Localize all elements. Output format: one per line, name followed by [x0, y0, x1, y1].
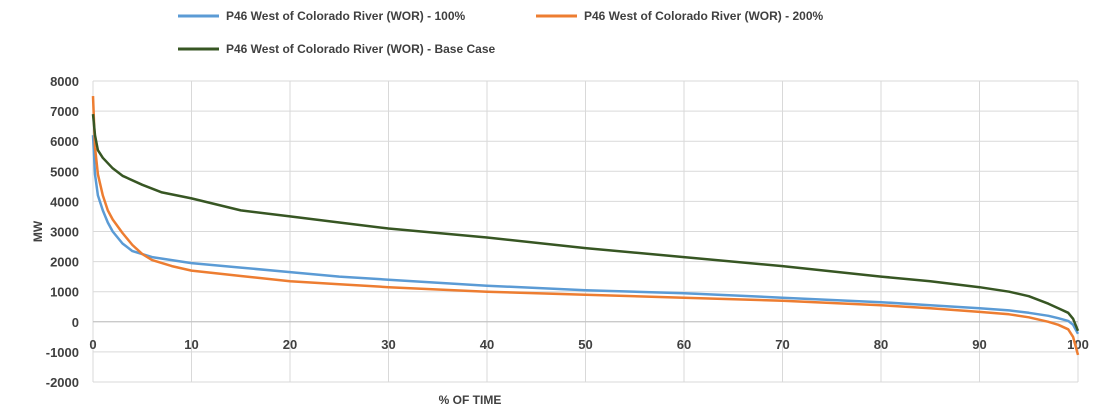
legend: P46 West of Colorado River (WOR) - 100% P…	[178, 9, 823, 56]
y-tick-label: 8000	[50, 74, 79, 89]
series-line-0	[91, 135, 1080, 335]
legend-label: P46 West of Colorado River (WOR) - Base …	[226, 42, 496, 56]
legend-item: P46 West of Colorado River (WOR) - Base …	[178, 42, 496, 56]
x-tick-label: 30	[381, 337, 395, 352]
series-line-1	[91, 96, 1080, 356]
x-tick-label: 10	[184, 337, 198, 352]
x-tick-label: 100	[1067, 337, 1089, 352]
x-tick-label: 80	[874, 337, 888, 352]
axes: 800070006000500040003000200010000-1000-2…	[46, 74, 1089, 390]
x-tick-label: 0	[89, 337, 96, 352]
y-tick-label: 1000	[50, 285, 79, 300]
x-tick-label: 60	[677, 337, 691, 352]
y-tick-label: 7000	[50, 104, 79, 119]
y-tick-label: 0	[72, 315, 79, 330]
y-tick-label: 5000	[50, 164, 79, 179]
x-tick-label: 20	[283, 337, 297, 352]
x-tick-label: 70	[775, 337, 789, 352]
y-tick-label: 6000	[50, 134, 79, 149]
y-tick-label: 3000	[50, 225, 79, 240]
series-line-2	[91, 113, 1080, 332]
x-tick-label: 40	[480, 337, 494, 352]
legend-item: P46 West of Colorado River (WOR) - 100%	[178, 9, 465, 23]
x-tick-label: 50	[578, 337, 592, 352]
series-lines	[91, 96, 1080, 356]
x-axis-title: % OF TIME	[439, 393, 502, 407]
legend-label: P46 West of Colorado River (WOR) - 200%	[584, 9, 823, 23]
y-tick-label: 2000	[50, 255, 79, 270]
legend-item: P46 West of Colorado River (WOR) - 200%	[536, 9, 823, 23]
y-axis-title: MW	[31, 220, 45, 242]
y-tick-label: 4000	[50, 194, 79, 209]
y-tick-label: -2000	[46, 375, 79, 390]
legend-label: P46 West of Colorado River (WOR) - 100%	[226, 9, 465, 23]
x-tick-label: 90	[972, 337, 986, 352]
y-tick-label: -1000	[46, 345, 79, 360]
